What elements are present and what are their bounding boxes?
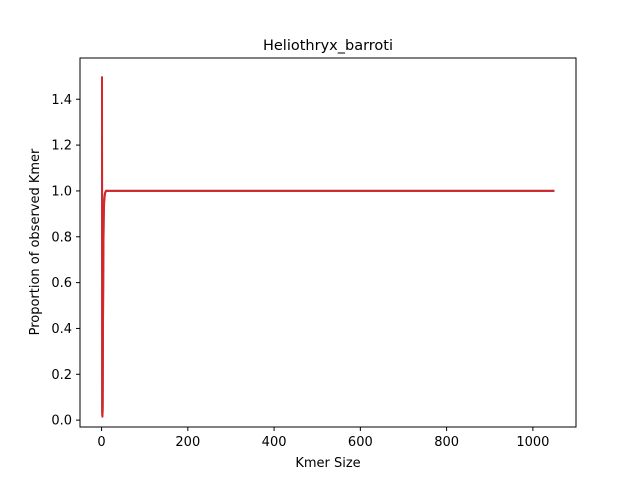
x-tick-label: 800: [434, 435, 459, 450]
x-axis-ticks: 0 200 400 600 800 1000: [97, 427, 549, 450]
y-tick-label: 0.6: [51, 276, 72, 291]
plot-frame: [79, 57, 577, 428]
series-line-3: [101, 76, 555, 418]
x-tick-label: 0: [97, 435, 105, 450]
x-tick-label: 1000: [516, 435, 549, 450]
x-tick-label: 400: [262, 435, 287, 450]
y-axis-ticks: 0.0 0.2 0.4 0.6 0.8 1.0 1.2 1.4: [51, 93, 80, 429]
chart-title: Heliothryx_barroti: [263, 38, 393, 54]
y-tick-label: 1.2: [51, 139, 72, 154]
y-tick-label: 0.8: [51, 230, 72, 245]
y-tick-label: 0.4: [51, 322, 72, 337]
series-layer: [101, 76, 555, 418]
y-tick-label: 0.0: [51, 414, 72, 429]
y-tick-label: 0.2: [51, 368, 72, 383]
x-axis-label: Kmer Size: [295, 456, 360, 471]
x-tick-label: 600: [348, 435, 373, 450]
y-tick-label: 1.0: [51, 184, 72, 199]
y-axis-label: Proportion of observed Kmer: [28, 148, 43, 335]
y-tick-label: 1.4: [51, 93, 72, 108]
x-tick-label: 200: [175, 435, 200, 450]
